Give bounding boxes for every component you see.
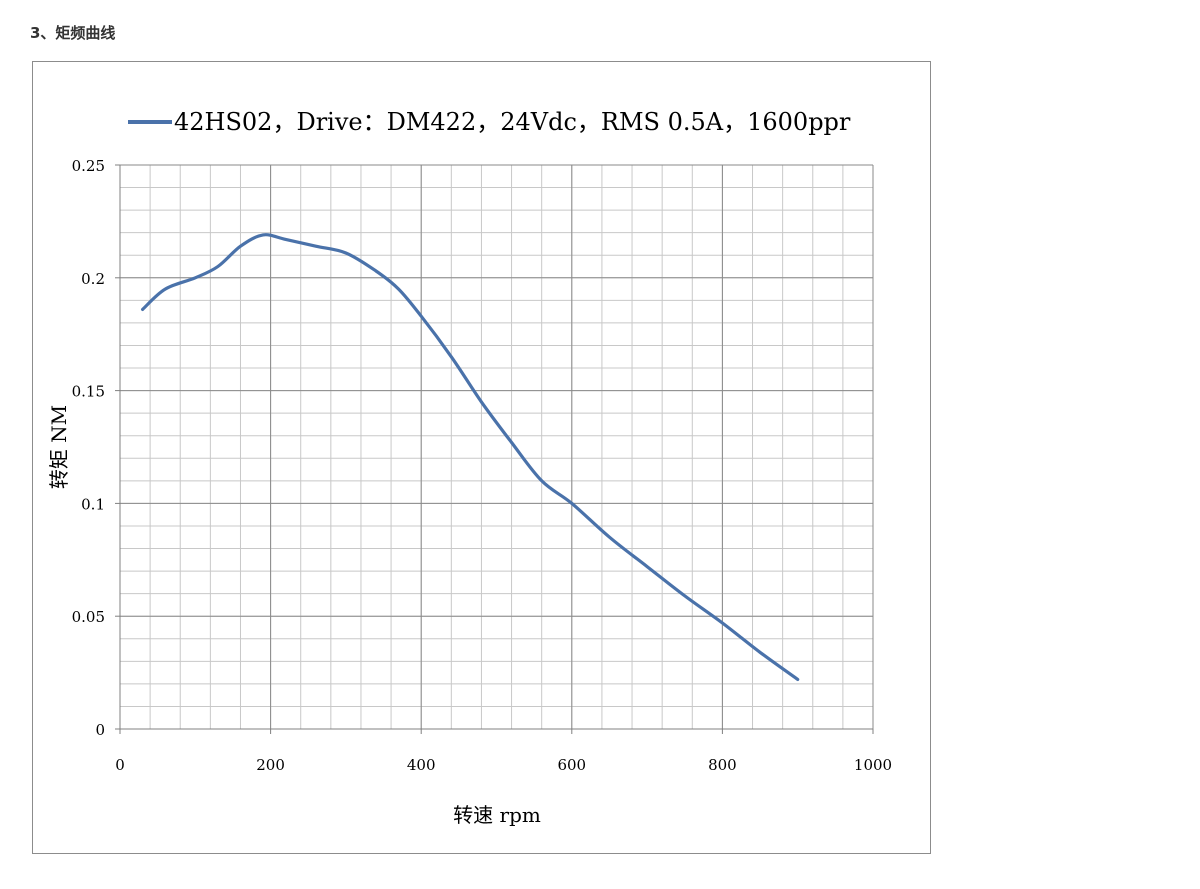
y-tick-labels: 0 0.05 0.1 0.15 0.2 0.25 (72, 157, 105, 739)
series-layer (141, 233, 800, 681)
legend: 42HS02，Drive：DM422，24Vdc，RMS 0.5A，1600pp… (128, 108, 851, 136)
legend-label: 42HS02，Drive：DM422，24Vdc，RMS 0.5A，1600pp… (174, 108, 851, 136)
minor-grid (119, 164, 874, 730)
y-tick-label: 0.15 (72, 383, 105, 401)
x-axis-title: 转速 rpm (453, 803, 541, 827)
y-tick-label: 0.05 (72, 608, 105, 626)
x-tick-label: 400 (407, 756, 436, 774)
x-tick-label: 200 (256, 756, 285, 774)
x-tick-label: 0 (115, 756, 125, 774)
y-tick-label: 0 (95, 721, 105, 739)
y-tick-label: 0.25 (72, 157, 105, 175)
x-tick-label: 1000 (854, 756, 892, 774)
x-tick-label: 800 (708, 756, 737, 774)
plot-axes (115, 164, 874, 734)
x-tick-labels: 0 200 400 600 800 1000 (115, 756, 892, 774)
y-tick-label: 0.2 (81, 270, 105, 288)
major-grid (119, 164, 874, 730)
series-line-torque (141, 233, 800, 681)
y-tick-label: 0.1 (81, 495, 105, 513)
y-axis-title: 转矩 NM (47, 405, 71, 489)
x-tick-label: 600 (557, 756, 586, 774)
section-heading: 3、矩频曲线 (30, 24, 116, 42)
